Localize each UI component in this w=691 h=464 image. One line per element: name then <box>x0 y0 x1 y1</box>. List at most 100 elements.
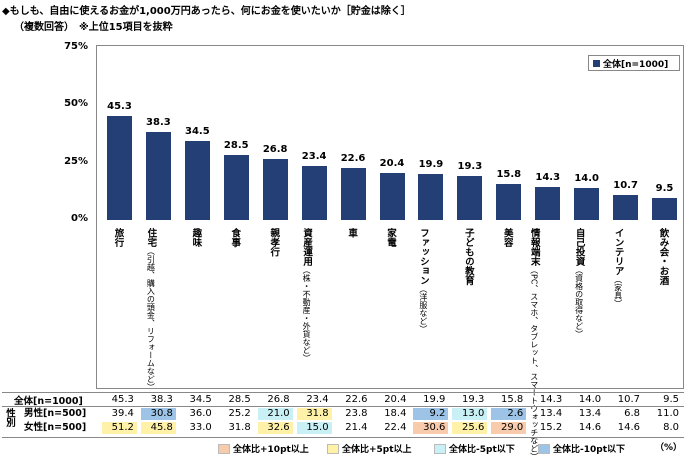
table-cell: 20.4 <box>384 394 407 405</box>
table-cell: 2.6 <box>491 408 527 420</box>
category-label: インテリア（家具） <box>612 228 624 308</box>
legend-swatch <box>593 59 600 67</box>
table-cell: 32.6 <box>257 422 293 434</box>
bar-value-label: 19.9 <box>418 159 444 171</box>
y-tick-label: 0% <box>71 213 88 224</box>
table-cell: 25.6 <box>452 422 488 434</box>
legend: 全体[n=1000] <box>588 55 680 71</box>
bar <box>574 187 600 220</box>
table-cell: 36.0 <box>189 408 212 419</box>
bar <box>340 168 366 220</box>
table-cell: 14.3 <box>539 394 563 405</box>
table-cell: 19.3 <box>462 394 485 405</box>
bar <box>535 187 561 220</box>
table-cell: 28.5 <box>228 394 251 405</box>
bar-value-label: 14.0 <box>574 172 599 184</box>
table-cell: 31.8 <box>296 408 332 420</box>
table-cell: 38.3 <box>150 394 173 405</box>
table-cell: 15.8 <box>500 394 524 405</box>
table-cell: 51.2 <box>102 422 137 434</box>
highlight-key-label: 全体比+5pt以上 <box>342 445 412 455</box>
table-cell: 25.2 <box>228 408 251 419</box>
table-cell: 29.0 <box>491 422 527 434</box>
bar <box>457 175 483 220</box>
table-cell: 15.0 <box>296 422 332 434</box>
bar-value-label: 14.3 <box>535 172 561 184</box>
highlight-key-label: 全体比-5pt以下 <box>449 445 515 455</box>
bar-value-label: 20.4 <box>379 158 405 170</box>
table-cell: 11.0 <box>656 408 679 419</box>
table-cell: 45.8 <box>140 422 176 434</box>
category-label: 美容 <box>501 228 513 247</box>
table-cell: 21.0 <box>257 408 293 420</box>
category-label: 住宅（引越、購入の頭金、リフォームなど） <box>145 228 157 391</box>
table-cell: 23.4 <box>306 394 329 405</box>
row-label-male: 男性[n=500] <box>24 408 87 419</box>
highlight-key-item: 全体比+10pt以上 <box>218 442 309 455</box>
row-label-all: 全体[n=1000] <box>14 396 83 407</box>
category-label: ファッション（洋服など） <box>417 228 429 333</box>
table-cell: 33.0 <box>189 422 212 433</box>
highlight-key-label: 全体比+10pt以上 <box>233 445 309 455</box>
table-cell: 30.6 <box>413 422 449 434</box>
unit-label: （%） <box>655 443 683 453</box>
bar <box>184 140 210 220</box>
bar <box>496 183 522 220</box>
category-label: 自己投資（資格の取得など） <box>573 228 585 338</box>
table-cell: 13.4 <box>539 408 563 419</box>
highlight-key-item: 全体比+5pt以上 <box>327 442 412 455</box>
bar <box>379 173 405 220</box>
bar-value-label: 26.8 <box>262 143 288 155</box>
table-cell: 30.8 <box>140 408 176 420</box>
bar <box>652 198 678 220</box>
highlight-key-item: 全体比-10pt以下 <box>538 442 625 455</box>
highlight-key-swatch <box>218 443 230 454</box>
category-label: 車 <box>346 228 358 238</box>
category-label: 家電 <box>385 228 396 247</box>
bar-value-label: 23.4 <box>301 151 327 163</box>
category-label: 情報端末（PC、スマホ、タブレット、スマートウォッチなど） <box>528 228 540 461</box>
table-cell: 21.4 <box>345 422 368 433</box>
bar <box>301 166 327 220</box>
highlight-key-item: 全体比-5pt以下 <box>434 442 515 455</box>
category-label: 食事 <box>229 228 241 247</box>
table-cell: 26.8 <box>267 394 290 405</box>
table-cell: 34.5 <box>189 394 212 405</box>
highlight-key-label: 全体比-10pt以下 <box>553 445 626 455</box>
table-divider <box>2 406 684 407</box>
highlight-key-swatch <box>434 443 446 454</box>
table-cell: 23.8 <box>345 408 368 419</box>
category-label: 資産運用（株・不動産・外貨など） <box>301 228 313 362</box>
table-cell: 18.4 <box>384 408 407 419</box>
row-header-gender: 性別 <box>4 408 15 427</box>
category-label: 旅行 <box>112 228 124 247</box>
table-cell: 39.4 <box>111 408 134 419</box>
bar <box>145 132 171 220</box>
bar-value-label: 15.8 <box>496 168 522 180</box>
y-tick-label: 50% <box>64 98 88 110</box>
bar <box>418 174 444 220</box>
table-cell: 14.6 <box>617 422 641 433</box>
table-cell: 14.0 <box>578 394 602 405</box>
category-label: 飲み会・お酒 <box>657 228 669 285</box>
bar <box>613 195 639 220</box>
row-label-female: 女性[n=500] <box>24 422 87 433</box>
bar-value-label: 45.3 <box>107 101 132 113</box>
table-cell: 8.0 <box>663 422 679 433</box>
bar-value-label: 9.5 <box>655 183 674 195</box>
category-label: 子どもの教育 <box>462 228 474 285</box>
highlight-key-swatch <box>327 443 339 454</box>
chart-title: ◆もしも、自由に使えるお金が1,000万円あったら、何にお金を使いたいか［貯金は… <box>2 6 411 17</box>
table-cell: 10.7 <box>617 394 641 405</box>
bar <box>106 116 132 220</box>
table-cell: 9.5 <box>663 394 679 405</box>
highlight-key-swatch <box>538 443 550 454</box>
chart-frame <box>96 45 684 389</box>
y-tick-label: 75% <box>64 41 88 52</box>
table-cell: 15.2 <box>539 422 563 433</box>
bar-value-label: 19.3 <box>457 160 483 172</box>
chart-subtitle: （複数回答） ※上位15項目を抜粋 <box>14 22 173 33</box>
table-cell: 19.9 <box>423 394 446 405</box>
table-cell: 22.6 <box>345 394 368 405</box>
legend-label: 全体[n=1000] <box>603 59 669 70</box>
